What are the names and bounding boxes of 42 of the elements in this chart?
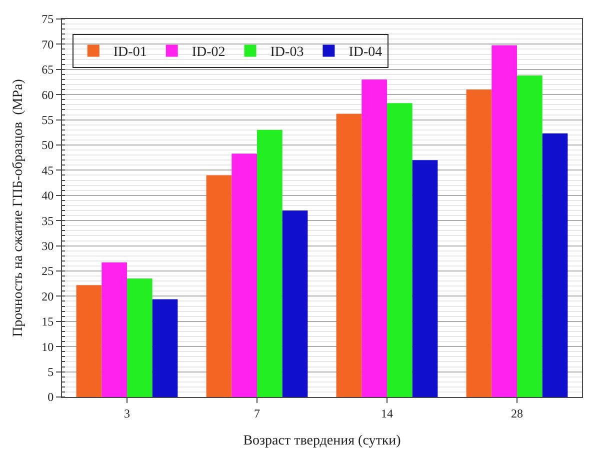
y-tick-label: 60 [42,88,54,102]
x-axis-title: Возраст твердения (сутки) [243,434,402,449]
legend-label: ID-02 [192,45,226,60]
legend-label: ID-03 [270,45,304,60]
y-tick-label: 40 [42,188,54,203]
y-tick-label: 10 [42,340,54,354]
y-tick-label: 20 [42,289,54,304]
bar [152,299,178,397]
x-tick-label: 28 [511,406,523,420]
legend-label: ID-04 [348,45,382,60]
bar [517,75,542,397]
y-tick-label: 50 [42,138,54,152]
legend-label: ID-01 [113,45,147,60]
bar [76,285,102,397]
bar [387,103,412,397]
bar [466,90,492,397]
y-tick-label: 55 [42,113,54,127]
y-tick-label: 25 [42,264,54,278]
bar [257,130,282,397]
bar [362,79,387,397]
y-tick-label: 15 [42,314,54,329]
bar [102,262,127,397]
y-tick-label: 45 [42,163,54,178]
bar [542,133,568,397]
y-tick-label: 5 [48,365,54,379]
x-tick-label: 7 [254,406,260,420]
bar [412,160,438,397]
bar [282,210,308,397]
bar [492,45,517,397]
x-tick-label: 14 [381,406,393,420]
x-tick-label: 3 [124,406,130,420]
y-tick-label: 30 [42,239,54,253]
y-tick-label: 0 [48,390,54,404]
bar [336,114,362,397]
bar [232,154,257,397]
y-tick-label: 70 [42,37,54,52]
y-tick-label: 35 [42,214,54,228]
bar [206,175,232,397]
y-tick-label: 65 [42,62,54,77]
y-tick-label: 75 [42,12,54,26]
y-axis-title: Прочность на сжатие ГПБ-образцов (MPa) [11,78,26,337]
bar [127,278,152,397]
